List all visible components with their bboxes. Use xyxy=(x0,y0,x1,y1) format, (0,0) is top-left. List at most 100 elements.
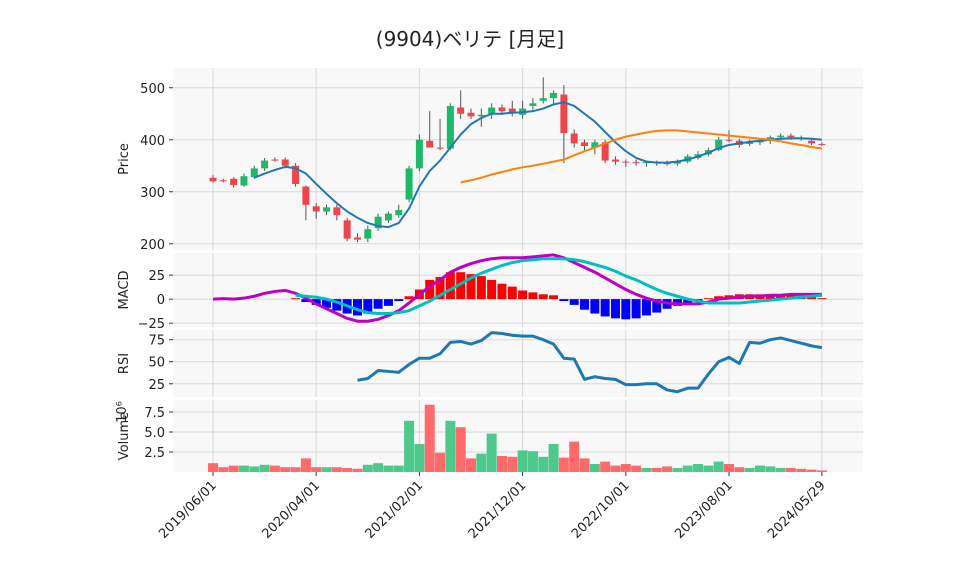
volume-bar xyxy=(218,467,229,472)
candle-body xyxy=(777,135,785,138)
histogram-bar xyxy=(559,299,569,302)
volume-bar xyxy=(693,464,704,472)
candle-body xyxy=(539,98,547,101)
volume-bar xyxy=(785,468,796,472)
volume-bar xyxy=(620,464,631,472)
candle-body xyxy=(581,142,589,146)
histogram-bar xyxy=(466,274,476,300)
candle-body xyxy=(302,186,310,205)
volume-bar xyxy=(249,466,260,472)
candle-body xyxy=(477,114,485,117)
volume-bar xyxy=(259,464,270,472)
candle-body xyxy=(550,92,558,99)
candle-body xyxy=(570,133,578,144)
volume-bar xyxy=(703,465,714,472)
candle-body xyxy=(818,143,826,145)
histogram-bar xyxy=(817,298,827,300)
volume-bar xyxy=(352,468,363,472)
candle-body xyxy=(395,209,403,216)
volume-bar xyxy=(713,461,724,472)
histogram-bar xyxy=(549,295,559,300)
histogram-bar xyxy=(652,299,662,313)
volume-bar xyxy=(548,444,559,472)
histogram-bar xyxy=(291,298,301,300)
histogram-bar xyxy=(435,277,445,300)
y-tick-label: 25 xyxy=(148,378,165,393)
volume-bar xyxy=(775,468,786,472)
candle-body xyxy=(715,139,723,151)
candle-body xyxy=(230,178,238,185)
volume-bar xyxy=(579,458,590,472)
volume-bar xyxy=(682,465,693,472)
histogram-bar xyxy=(580,299,590,310)
panel-background xyxy=(173,330,863,397)
candle-body xyxy=(622,161,630,163)
volume-bar xyxy=(517,450,528,472)
candle-body xyxy=(415,139,423,169)
volume-bar xyxy=(765,466,776,472)
candle-body xyxy=(240,176,248,186)
x-tick-label: 2024/05/29 xyxy=(765,478,829,542)
volume-bar xyxy=(311,467,322,472)
volume-bar xyxy=(558,457,569,472)
histogram-bar xyxy=(590,299,600,314)
candle-body xyxy=(446,105,454,149)
y-axis-label: MACD xyxy=(117,271,132,310)
volume-bar xyxy=(290,467,301,472)
volume-bar xyxy=(321,467,332,472)
histogram-bar xyxy=(301,299,311,303)
volume-bar xyxy=(393,465,404,472)
candle-body xyxy=(560,94,568,133)
y-tick-label: 500 xyxy=(140,82,165,97)
histogram-bar xyxy=(487,279,497,300)
volume-bar xyxy=(300,458,311,472)
candle-body xyxy=(488,107,496,114)
y-tick-label: 2.5 xyxy=(144,446,165,461)
histogram-bar xyxy=(311,299,321,305)
histogram-bar xyxy=(373,299,383,309)
histogram-bar xyxy=(610,299,620,319)
volume-bar xyxy=(362,464,373,472)
volume-bar xyxy=(734,467,745,472)
x-tick-label: 2021/02/01 xyxy=(363,478,427,542)
candle-body xyxy=(611,159,619,162)
candle-body xyxy=(591,142,599,148)
y-axis-label: Price xyxy=(117,143,132,175)
volume-bar xyxy=(538,456,549,472)
x-tick-label: 2021/12/01 xyxy=(466,478,530,542)
candle-body xyxy=(219,180,227,182)
panel-background xyxy=(173,68,863,250)
x-tick-label: 2022/10/01 xyxy=(569,478,633,542)
candle-body xyxy=(364,229,372,239)
candle-body xyxy=(209,177,217,182)
y-tick-label: 75 xyxy=(148,334,165,349)
histogram-bar xyxy=(538,294,548,300)
histogram-bar xyxy=(641,299,651,316)
volume-bar xyxy=(445,420,456,472)
volume-bar xyxy=(424,404,435,472)
candle-body xyxy=(426,140,434,148)
candle-body xyxy=(467,112,475,117)
candle-body xyxy=(250,168,258,178)
volume-bar xyxy=(466,458,476,472)
volume-bar xyxy=(414,444,425,472)
volume-bar xyxy=(404,420,415,472)
candle-body xyxy=(323,207,331,212)
x-tick-label: 2019/06/01 xyxy=(156,478,220,542)
macd-line xyxy=(212,253,822,323)
volume-bar xyxy=(455,427,466,472)
volume-bar xyxy=(610,465,621,472)
histogram-bar xyxy=(445,272,455,300)
y-axis-label: Volume xyxy=(117,412,132,460)
candle-body xyxy=(601,142,609,161)
histogram-bar xyxy=(383,299,393,306)
volume-bar xyxy=(373,463,384,472)
volume-bar xyxy=(816,470,827,472)
histogram-bar xyxy=(322,299,332,308)
y-tick-label: 25 xyxy=(148,269,165,284)
histogram-bar xyxy=(600,299,610,317)
volume-bar xyxy=(527,451,538,472)
histogram-bar xyxy=(456,272,466,300)
histogram-bar xyxy=(404,296,414,300)
chart-title: (9904)ベリテ [月足] xyxy=(376,27,564,51)
